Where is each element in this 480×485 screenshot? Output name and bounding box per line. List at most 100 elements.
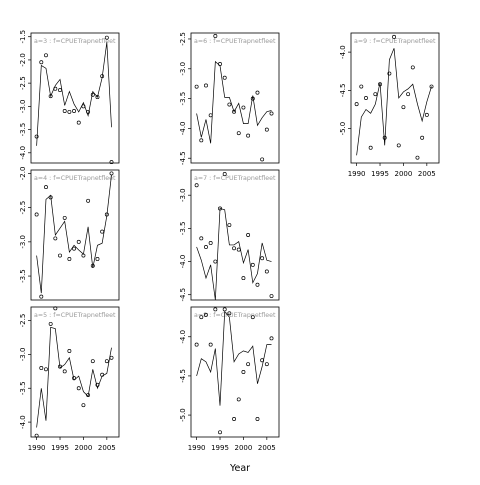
data-point xyxy=(420,135,425,140)
panel-label: a=5 : f=CPUETrapnetfleet xyxy=(34,312,116,319)
data-point xyxy=(44,53,48,58)
x-tick-label: 2005 xyxy=(258,444,276,452)
data-point xyxy=(90,263,95,268)
data-point xyxy=(373,92,378,97)
data-point xyxy=(232,246,237,251)
x-axis-title: Year xyxy=(229,463,250,474)
panel-1: a=3 : f=CPUETrapnetfleet -4.0 -3.5 -3.0 -2.5… xyxy=(19,30,120,165)
y-tick-label: -3.0 xyxy=(179,62,187,76)
data-point xyxy=(204,83,208,88)
data-point xyxy=(44,185,48,190)
x-tick-label: 1990 xyxy=(28,444,46,452)
fitted-line xyxy=(196,60,272,144)
data-point xyxy=(86,393,91,397)
data-point xyxy=(260,157,265,162)
data-point xyxy=(222,172,227,176)
data-point xyxy=(387,71,392,76)
y-tick-label: -3.0 xyxy=(179,188,187,202)
data-point xyxy=(58,253,62,258)
panel-frame xyxy=(30,306,120,438)
data-point xyxy=(81,104,86,109)
x-tick-label: 1990 xyxy=(348,170,366,178)
data-point xyxy=(246,233,251,237)
y-tick-label: -3.5 xyxy=(19,381,27,395)
data-point xyxy=(100,372,105,377)
data-point xyxy=(199,236,204,241)
data-point xyxy=(382,135,387,140)
data-point xyxy=(218,430,222,435)
data-point xyxy=(236,247,241,252)
data-point xyxy=(406,92,411,97)
y-tick-label: -3.0 xyxy=(19,235,27,249)
x-tick-label: 1990 xyxy=(188,444,206,452)
panel-label: a=6 : f=CPUETrapnetfleet xyxy=(194,38,276,45)
data-point xyxy=(396,143,401,148)
data-point xyxy=(264,269,269,274)
panel-frame xyxy=(30,32,120,164)
data-point xyxy=(269,336,274,341)
fitted-line xyxy=(36,174,112,294)
data-point xyxy=(48,94,53,99)
data-point xyxy=(241,370,246,374)
y-tick-label: -2.5 xyxy=(19,201,27,215)
data-point xyxy=(218,206,222,211)
data-point xyxy=(72,376,77,381)
y-tick-label: -4.0 xyxy=(179,255,187,269)
data-point xyxy=(208,113,213,118)
data-point xyxy=(269,111,274,116)
data-point xyxy=(222,75,227,80)
y-tick-label: -4.0 xyxy=(179,330,187,344)
data-point xyxy=(67,349,72,353)
panel-label: a=7 : f=CPUETrapnetfleet xyxy=(194,175,276,182)
data-point xyxy=(100,229,105,234)
data-point xyxy=(204,312,208,317)
data-point xyxy=(58,88,62,93)
y-tick-label: -3.5 xyxy=(179,92,187,106)
data-point xyxy=(241,276,246,281)
x-tick-label: 1995 xyxy=(51,444,69,452)
data-point xyxy=(194,84,199,89)
data-point xyxy=(72,109,77,113)
data-point xyxy=(354,102,359,107)
y-tick-label: -2.5 xyxy=(179,32,187,46)
data-point xyxy=(208,241,213,245)
data-point xyxy=(213,34,218,38)
x-tick-label: 1995 xyxy=(211,444,229,452)
data-point xyxy=(104,35,109,40)
data-point xyxy=(236,131,241,136)
data-point xyxy=(199,138,204,143)
fitted-line xyxy=(36,42,112,146)
data-point xyxy=(39,294,44,299)
data-point xyxy=(109,160,114,165)
data-point xyxy=(76,239,81,244)
y-tick-label: -3.5 xyxy=(179,222,187,236)
fitted-line xyxy=(196,310,272,406)
data-point xyxy=(368,145,373,150)
y-tick-label: -3.0 xyxy=(19,348,27,362)
data-point xyxy=(218,62,222,66)
data-point xyxy=(109,171,114,176)
data-point xyxy=(410,65,415,70)
data-point xyxy=(199,315,204,320)
data-point xyxy=(72,246,77,251)
x-tick-label: 2005 xyxy=(98,444,116,452)
panel-7: a=9 : f=CPUETrapnetfleet -5.0 -4.5 -4.0 1990… xyxy=(339,32,440,178)
data-point xyxy=(401,105,406,110)
y-tick-label: -4.0 xyxy=(179,122,187,136)
data-point xyxy=(34,212,39,217)
y-tick-label: -4.0 xyxy=(19,415,27,429)
data-point xyxy=(392,34,397,39)
data-point xyxy=(246,133,251,138)
data-point xyxy=(67,109,72,114)
data-point xyxy=(86,109,91,114)
data-point xyxy=(62,109,67,113)
panel-frame xyxy=(350,32,440,164)
y-tick-label: -4.5 xyxy=(339,84,347,98)
panel-4: a=6 : f=CPUETrapnetfleet -4.5 -4.0 -3.5 -3.0… xyxy=(179,32,280,165)
data-point xyxy=(62,369,67,374)
x-tick-label: 1995 xyxy=(371,170,389,178)
data-point xyxy=(81,253,86,258)
data-point xyxy=(236,397,241,402)
panel-frame xyxy=(190,169,280,301)
